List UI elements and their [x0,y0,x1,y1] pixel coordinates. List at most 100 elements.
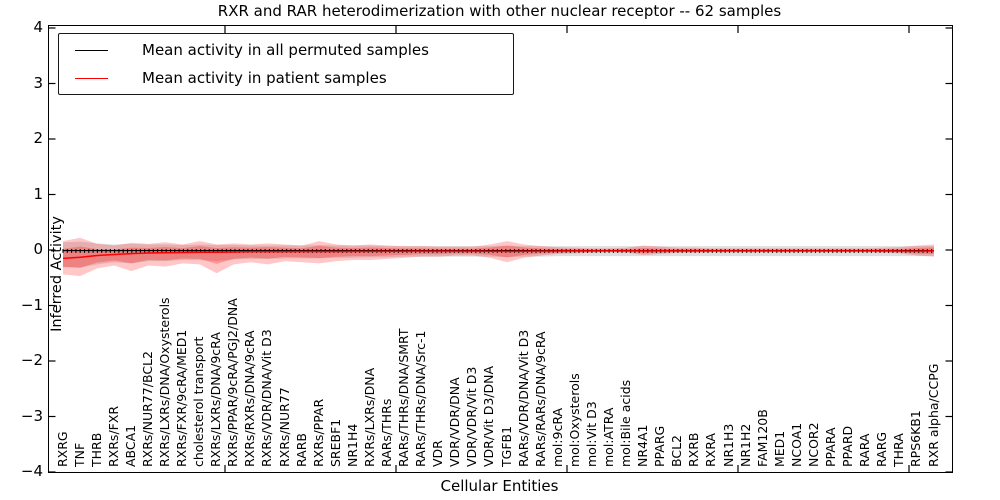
black-line-swatch [75,49,108,51]
legend: Mean activity in all permuted samples Me… [58,33,514,95]
x-tick-label: NR1H4 [344,423,360,467]
y-tick-label: 4 [33,18,43,36]
sample-tick-mark [92,249,94,253]
patient-band [63,237,934,277]
x-tick-label: FAM120B [754,409,770,467]
y-tick-label: −2 [20,351,43,369]
sample-tick-mark [221,249,223,253]
x-tick-label: RXRs/FXR [105,405,121,467]
sample-tick-mark [135,249,137,253]
sample-tick-mark [126,249,129,253]
sample-tick-mark [157,249,159,253]
sample-tick-mark [182,249,184,253]
x-tick-label: TGFB1 [498,425,514,467]
x-axis-title: Cellular Entities [440,477,559,495]
x-tick-label: TNF [71,442,87,467]
x-tick-label: THRB [88,432,104,467]
sample-tick-mark [230,249,232,253]
x-tick-label: RXR alpha/CCPG [925,363,941,467]
sample-tick-mark [169,249,172,253]
sample-tick-mark [152,249,154,253]
sample-tick-mark [225,249,227,253]
legend-label-permuted: Mean activity in all permuted samples [142,41,429,59]
sample-tick-mark [208,249,210,253]
y-tick-label: 3 [33,73,43,92]
x-tick-label: RARs/THRs [378,398,394,467]
sample-tick-mark [178,249,180,253]
x-tick-label: RXRs/RXRs/DNA/9cRA [242,330,258,467]
sample-tick-mark [66,249,68,253]
x-tick-label: VDR/Vit D3/DNA [481,365,497,467]
sample-tick-mark [118,249,120,253]
x-tick-label: RXRs/VDR/DNA/Vit D3 [259,329,275,467]
x-tick-label: RXRs/NUR77 [276,387,292,467]
sample-tick-mark [105,249,107,253]
x-tick-label: MED1 [771,430,787,467]
y-tick-label: −4 [20,462,43,480]
sample-tick-mark [79,249,81,253]
sample-tick-mark [75,249,77,253]
legend-entry-permuted: Mean activity in all permuted samples [75,39,513,61]
sample-tick-mark [122,249,124,253]
patient-mean-line [62,250,935,260]
sample-tick-mark [191,249,193,253]
sample-tick-mark [204,249,206,253]
legend-entry-patient: Mean activity in patient samples [75,67,513,89]
x-tick-label: ABCA1 [122,424,138,467]
x-tick-label: RXRG [54,431,70,467]
x-tick-label: NR1H2 [737,423,753,467]
x-tick-label: mol:Oxysterols [566,373,582,467]
x-tick-label: mol:9cRA [549,407,565,467]
x-tick-label: NCOR2 [805,422,821,467]
y-tick-label: −1 [20,295,43,314]
y-tick-label: −3 [20,406,43,425]
sample-tick-mark [109,249,111,253]
sample-tick-mark [165,249,167,253]
x-tick-label: RXRs/LXRs/DNA/Oxysterols [156,297,172,467]
plot-area: RXRG TNF THRB RXRs/FXR ABCA1 RXRs/NUR77/BCL2 R… [48,25,953,473]
x-tick-label: RXRs/LXRs/DNA [361,367,377,467]
x-tick-label: RPS6KB1 [908,410,924,467]
sample-tick-mark [238,249,240,253]
x-tick-label: RARs/VDR/DNA/Vit D3 [515,329,531,467]
y-axis-title: Inferred Activity [49,216,65,332]
permuted-band [63,241,934,268]
sample-tick-mark [187,249,189,253]
sample-tick-mark [62,249,64,253]
legend-label-patient: Mean activity in patient samples [142,69,387,87]
x-tick-label: NR4A1 [635,424,651,468]
x-tick-label: RARs/THRs/DNA/Src-1 [413,330,429,467]
x-tick-label: mol:Bile acids [618,379,634,467]
chart-canvas [49,26,952,472]
x-tick-label: RXRB [686,432,702,467]
x-tick-label: RARB [293,433,309,467]
chart-title: RXR and RAR heterodimerization with othe… [217,2,782,20]
sample-tick-mark [212,249,215,253]
sample-tick-mark [139,249,141,253]
sample-tick-mark [247,249,249,253]
sample-tick-mark [148,249,150,253]
x-tick-label: SREBF1 [327,418,343,467]
x-tick-label: BCL2 [669,434,685,467]
x-tick-label: RARs/THRs/DNA/SMRT [396,328,412,467]
x-tick-label: RXRs/NUR77/BCL2 [139,351,155,467]
x-tick-label: RARG [874,431,890,467]
sample-tick-mark [96,249,98,253]
sample-tick-mark [88,249,90,253]
x-tick-label: RARs/RARs/DNA/9cRA [532,331,548,467]
x-tick-label: PPARD [840,425,856,467]
x-tick-label: NR1H3 [720,423,736,467]
x-tick-label: VDR/VDR/DNA [447,377,463,467]
x-tick-label: cholesterol transport [191,336,207,467]
x-tick-label: mol:Vit D3 [583,401,599,467]
sample-tick-mark [243,249,245,253]
x-tick-label: RARA [857,433,873,467]
x-tick-label: RXRs/PPAR [310,398,326,467]
x-tick-label: VDR [430,440,446,467]
x-tick-label: THRA [891,433,907,467]
sample-tick-mark [101,249,103,253]
y-tick-label: 0 [33,240,43,258]
sample-tick-mark [195,249,197,253]
sample-tick-mark [234,249,236,253]
